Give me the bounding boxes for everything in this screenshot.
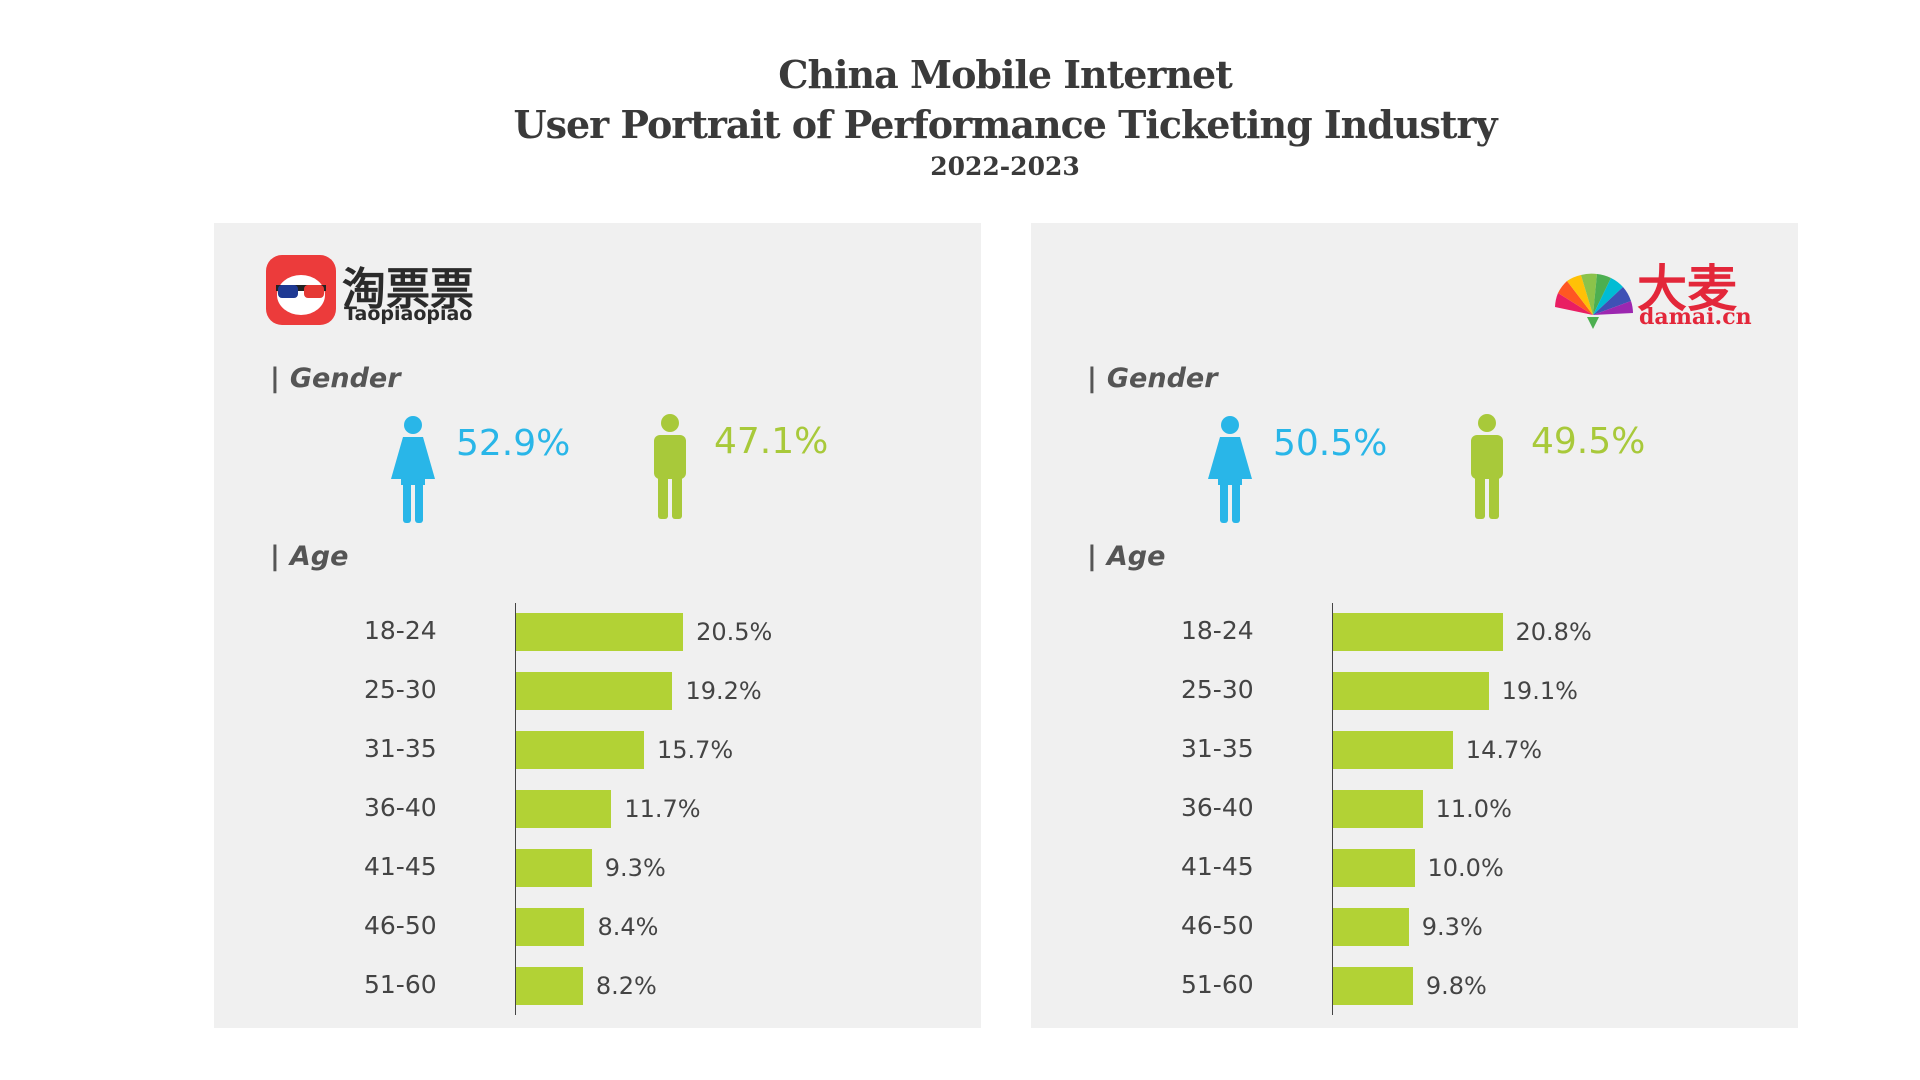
page-subtitle: User Portrait of Performance Ticketing I… <box>513 102 1497 147</box>
age-value-label: 9.3% <box>1421 913 1483 941</box>
age-bar <box>516 967 583 1005</box>
age-bar <box>1333 849 1415 887</box>
male-percentage: 47.1% <box>714 421 829 462</box>
title-block: China Mobile Internet User Portrait of P… <box>0 50 1920 184</box>
age-value-label: 9.3% <box>604 854 666 882</box>
age-bar <box>516 908 585 946</box>
taopiaopiao-logo-en: Taopiaopiao <box>344 303 473 325</box>
section-pipe: | <box>1087 541 1097 572</box>
age-category-label: 25-30 <box>364 675 437 704</box>
age-bar <box>1333 731 1453 769</box>
damai-logo-en: damai.cn <box>1639 304 1752 330</box>
age-category-label: 36-40 <box>364 793 437 822</box>
age-chart-axis <box>515 603 516 1015</box>
age-value-label: 11.0% <box>1435 795 1512 823</box>
age-category-label: 51-60 <box>1181 970 1254 999</box>
age-bar <box>1333 672 1489 710</box>
age-category-label: 41-45 <box>1181 852 1254 881</box>
age-bar <box>516 849 592 887</box>
page-date-range: 2022-2023 <box>930 152 1080 181</box>
page-title: China Mobile Internet <box>778 52 1233 97</box>
age-category-label: 25-30 <box>1181 675 1254 704</box>
age-value-label: 14.7% <box>1465 736 1543 764</box>
age-category-label: 18-24 <box>1181 616 1254 645</box>
age-bar <box>516 672 673 710</box>
gender-label: Gender <box>289 363 401 394</box>
gender-label: Gender <box>1106 363 1218 394</box>
section-pipe: | <box>270 363 280 394</box>
age-value-label: 8.4% <box>597 913 659 941</box>
age-value-label: 19.1% <box>1501 677 1578 705</box>
age-value-label: 20.8% <box>1515 618 1592 646</box>
age-category-label: 18-24 <box>364 616 437 645</box>
age-category-label: 46-50 <box>1181 911 1254 940</box>
age-category-label: 51-60 <box>364 970 437 999</box>
age-label: Age <box>289 541 349 572</box>
female-icon <box>1206 415 1254 523</box>
age-label: Age <box>1106 541 1166 572</box>
age-bar <box>1333 613 1503 651</box>
gender-section-label: | Gender <box>270 363 401 394</box>
female-icon <box>389 415 437 523</box>
age-bar <box>1333 967 1413 1005</box>
age-category-label: 46-50 <box>364 911 437 940</box>
age-bar <box>516 731 644 769</box>
taopiaopiao-logo-cn: 淘票票 <box>342 264 474 315</box>
age-value-label: 10.0% <box>1427 854 1504 882</box>
damai-logo-cn: 大麦 <box>1637 260 1737 318</box>
age-bar <box>516 790 612 828</box>
age-category-label: 31-35 <box>1181 734 1254 763</box>
age-value-label: 8.2% <box>595 972 657 1000</box>
age-bar-chart: 18-24 20.5% 25-30 19.2% 31-35 15.7% 36-40 11.7%… <box>214 603 981 1028</box>
section-pipe: | <box>270 541 280 572</box>
age-bar-chart: 18-24 20.8% 25-30 19.1% 31-35 14.7% 36-40 11.0%… <box>1031 603 1798 1028</box>
age-value-label: 19.2% <box>685 677 762 705</box>
age-chart-axis <box>1332 603 1333 1015</box>
age-category-label: 31-35 <box>364 734 437 763</box>
age-value-label: 9.8% <box>1425 972 1487 1000</box>
male-icon <box>646 413 694 521</box>
age-bar <box>1333 908 1409 946</box>
taopiaopiao-panel: 淘票票 Taopiaopiao | Gender 52.9% 47.1% | Age… <box>214 223 981 1028</box>
male-percentage: 49.5% <box>1531 421 1646 462</box>
age-category-label: 41-45 <box>364 852 437 881</box>
gender-section-label: | Gender <box>1087 363 1218 394</box>
male-icon <box>1463 413 1511 521</box>
age-value-label: 20.5% <box>696 618 773 646</box>
age-bar <box>516 613 684 651</box>
age-section-label: | Age <box>270 541 348 572</box>
female-percentage: 52.9% <box>456 423 571 464</box>
age-value-label: 11.7% <box>624 795 701 823</box>
age-value-label: 15.7% <box>656 736 734 764</box>
age-section-label: | Age <box>1087 541 1165 572</box>
age-category-label: 36-40 <box>1181 793 1254 822</box>
taopiaopiao-logo-icon <box>266 255 336 325</box>
section-pipe: | <box>1087 363 1097 394</box>
damai-logo-icon <box>1551 253 1635 331</box>
damai-panel: 大麦 damai.cn | Gender 50.5% 49.5% | Age 18-… <box>1031 223 1798 1028</box>
age-bar <box>1333 790 1423 828</box>
female-percentage: 50.5% <box>1273 423 1388 464</box>
